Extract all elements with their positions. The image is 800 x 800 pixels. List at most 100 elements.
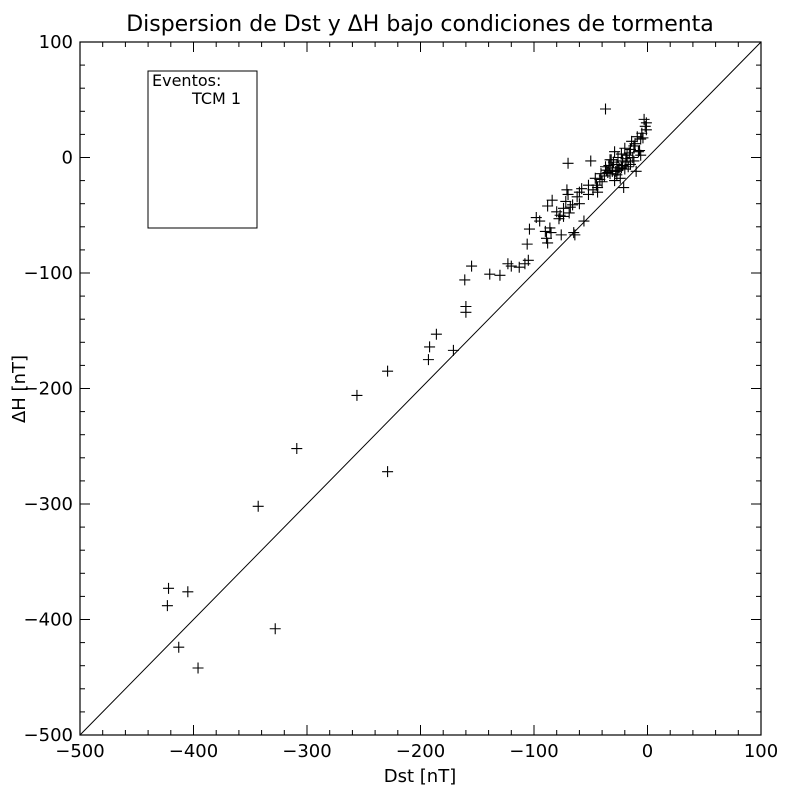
y-tick-label: −300 — [24, 494, 73, 515]
x-tick-label: −500 — [55, 741, 104, 762]
data-point-plus — [573, 198, 585, 210]
data-point-plus — [466, 260, 478, 272]
data-point-plus — [609, 175, 621, 187]
data-point-plus — [600, 103, 612, 115]
data-point-plus — [546, 194, 558, 206]
data-point-plus — [505, 260, 517, 272]
data-point-plus — [545, 227, 557, 239]
data-point-plus — [542, 200, 554, 212]
data-point-plus — [621, 149, 633, 161]
data-point-plus — [628, 140, 640, 152]
x-tick-label: −300 — [282, 741, 331, 762]
data-point-plus — [382, 466, 394, 478]
data-point-plus — [582, 188, 594, 200]
data-point-plus — [619, 142, 631, 154]
data-point-plus — [494, 269, 506, 281]
data-point-plus — [567, 199, 579, 211]
y-tick-label: 100 — [39, 32, 73, 53]
y-tick-label: −200 — [24, 379, 73, 400]
data-point-plus — [600, 161, 612, 173]
data-point-plus — [602, 167, 614, 179]
x-tick-label: 0 — [642, 741, 653, 762]
data-point-plus — [252, 500, 264, 512]
x-tick-label: −400 — [169, 741, 218, 762]
data-point-plus — [604, 154, 616, 166]
data-point-plus — [558, 210, 570, 222]
data-point-plus — [544, 222, 556, 234]
data-point-plus — [568, 227, 580, 239]
y-tick-label: −400 — [24, 610, 73, 631]
axis-ticks — [79, 41, 762, 736]
y-axis-label: ΔH [nT] — [9, 355, 30, 423]
legend-title: Eventos: — [152, 71, 221, 90]
data-point-plus — [291, 443, 303, 455]
y-tick-label: −500 — [24, 725, 73, 746]
data-point-plus — [617, 160, 629, 172]
data-point-plus — [563, 207, 575, 219]
data-point-plus — [571, 191, 583, 203]
x-tick-label: 100 — [744, 741, 778, 762]
data-point-plus — [513, 261, 525, 273]
data-point-plus — [560, 195, 572, 207]
data-point-plus — [542, 237, 554, 249]
data-point-plus — [578, 215, 590, 227]
data-point-plus — [635, 149, 647, 161]
data-point-plus — [192, 662, 204, 674]
data-point-plus — [635, 133, 647, 145]
data-point-plus — [161, 600, 173, 612]
data-point-plus — [589, 172, 601, 184]
x-tick-label: −200 — [396, 741, 445, 762]
data-point-plus — [540, 232, 552, 244]
data-point-plus — [585, 155, 597, 167]
data-point-plus — [424, 341, 436, 353]
data-point-plus — [562, 157, 574, 169]
data-point-plus — [618, 182, 630, 194]
data-point-plus — [422, 354, 434, 366]
data-point-plus — [629, 138, 641, 150]
data-point-plus — [459, 274, 471, 286]
data-point-plus — [484, 268, 496, 280]
data-point-plus — [615, 148, 627, 160]
y-tick-label: −100 — [24, 263, 73, 284]
data-point-plus — [182, 586, 194, 598]
axis-tick-labels: −500 −400 −300 −200 −100 0 100 −500 −400 −300 −200… — [24, 32, 779, 762]
y-tick-label: 0 — [62, 148, 73, 169]
data-point-plus — [523, 223, 535, 235]
data-point-plus — [595, 168, 607, 180]
data-point-plus — [569, 229, 581, 241]
data-point-plus — [460, 306, 472, 318]
data-point-plus — [382, 365, 394, 377]
data-point-plus — [555, 229, 567, 241]
reference-line — [79, 41, 762, 736]
data-point-plus — [430, 328, 442, 340]
chart-title: Dispersion de Dst y ΔH bajo condiciones … — [126, 12, 714, 37]
legend-box — [147, 70, 258, 229]
x-axis-label: Dst [nT] — [384, 766, 456, 787]
data-point-plus — [351, 389, 363, 401]
data-point-plus — [522, 254, 534, 266]
data-point-plus — [561, 184, 573, 196]
data-point-plus — [564, 201, 576, 213]
data-point-plus — [622, 161, 634, 173]
data-point-plus — [612, 164, 624, 176]
data-point-plus — [530, 212, 542, 224]
data-point-plus — [628, 155, 640, 167]
data-point-plus — [562, 188, 574, 200]
data-point-plus — [582, 179, 594, 191]
legend-entry: TCM 1 — [191, 89, 241, 108]
data-point-plus — [173, 641, 185, 653]
data-point-plus — [447, 344, 459, 356]
data-points — [161, 103, 652, 674]
data-point-plus — [596, 176, 608, 188]
data-point-plus — [630, 165, 642, 177]
x-tick-label: −100 — [509, 741, 558, 762]
data-point-plus — [609, 146, 621, 158]
data-point-plus — [611, 169, 623, 181]
data-point-plus — [634, 145, 646, 157]
data-point-plus — [163, 582, 175, 594]
data-point-plus — [576, 183, 588, 195]
data-point-plus — [592, 182, 604, 194]
data-point-plus — [269, 623, 281, 635]
